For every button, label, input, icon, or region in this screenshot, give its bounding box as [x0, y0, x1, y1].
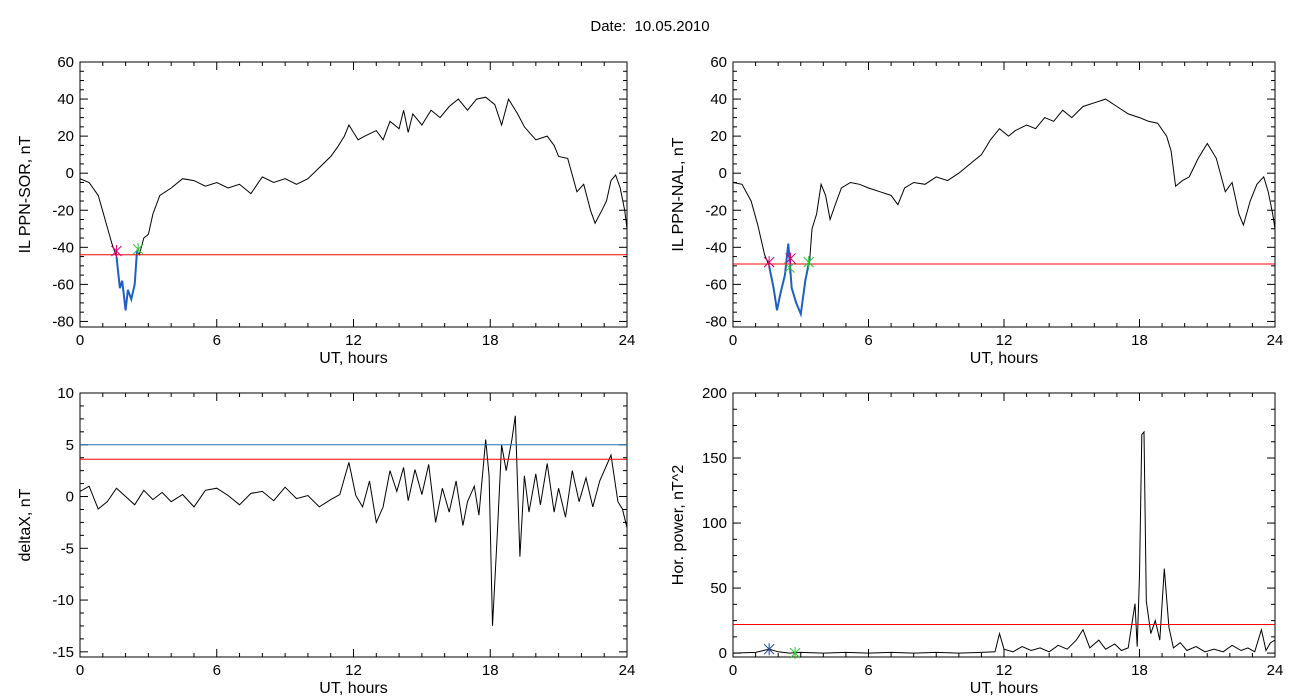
y-tick-label: -10	[52, 592, 74, 609]
y-tick-label: 10	[57, 385, 74, 402]
series-line	[80, 96, 627, 311]
x-tick-label: 18	[482, 332, 499, 349]
x-tick-label: 6	[864, 332, 872, 349]
y-tick-label: 5	[66, 437, 74, 454]
x-tick-label: 0	[76, 332, 84, 349]
plot-frame	[732, 61, 1276, 328]
y-tick-label: 0	[66, 489, 74, 506]
y-tick-label: 40	[710, 91, 727, 108]
x-axis-label: UT, hours	[319, 680, 387, 697]
event-marker	[763, 643, 775, 656]
y-tick-label: 200	[702, 385, 727, 402]
y-tick-label: 60	[710, 54, 727, 71]
y-tick-label: 0	[66, 165, 74, 182]
panel-ppn-sor: 0 6 12 18 24 -80 -60 -40 -20 0 20 40 60 UT, hours IL P…	[17, 54, 635, 367]
y-tick-label: -20	[52, 202, 74, 219]
plot-area	[80, 96, 627, 311]
x-tick-label: 18	[1131, 662, 1148, 679]
x-tick-label: 6	[213, 662, 221, 679]
x-tick-label: 12	[996, 332, 1013, 349]
x-tick-label: 0	[76, 662, 84, 679]
x-tick-label: 24	[619, 332, 636, 349]
x-tick-label: 12	[345, 332, 362, 349]
y-tick-label: 0	[719, 165, 727, 182]
y-tick-label: -15	[52, 644, 74, 661]
panel-ppn-nal: 0 6 12 18 24 -80 -60 -40 -20 0 20 40 60 UT, hours IL P…	[670, 54, 1283, 367]
y-tick-label: -80	[52, 313, 74, 330]
event-marker	[784, 261, 795, 274]
x-tick-label: 18	[1131, 332, 1148, 349]
y-tick-label: -80	[705, 313, 727, 330]
y-tick-label: 60	[57, 54, 74, 71]
x-tick-label: 6	[213, 332, 221, 349]
y-tick-label: -40	[52, 239, 74, 256]
x-tick-label: 0	[729, 332, 737, 349]
x-tick-label: 18	[482, 662, 499, 679]
series-line	[733, 430, 1275, 654]
y-tick-label: -40	[705, 239, 727, 256]
series-line	[733, 98, 1275, 316]
y-axis-label: deltaX, nT	[17, 488, 34, 561]
plot-area	[80, 415, 627, 626]
x-axis-label: UT, hours	[319, 350, 387, 367]
y-tick-label: -5	[61, 540, 74, 557]
y-tick-label: 50	[710, 580, 727, 597]
event-marker	[111, 245, 122, 258]
y-tick-label: 150	[702, 450, 727, 467]
y-axis-label: IL PPN-NAL, nT	[670, 137, 687, 251]
event-marker	[763, 256, 775, 269]
x-axis-label: UT, hours	[970, 680, 1038, 697]
y-axis-label: Hor. power, nT^2	[670, 465, 687, 586]
x-axis-label: UT, hours	[970, 350, 1038, 367]
y-tick-label: 40	[57, 91, 74, 108]
event-marker	[132, 243, 144, 256]
x-tick-label: 24	[619, 662, 636, 679]
y-tick-label: 100	[702, 515, 727, 532]
y-tick-label: -60	[52, 276, 74, 293]
substorm-segment	[115, 250, 138, 311]
y-tick-label: -20	[705, 202, 727, 219]
x-tick-label: 0	[729, 662, 737, 679]
panel-hor-power: 0 6 12 18 24 0 50 100 150 200 UT, hours Hor. power,…	[670, 385, 1283, 697]
plot-frame	[79, 392, 628, 658]
page-title: Date: 10.05.2010	[590, 18, 710, 35]
plot-frame	[732, 392, 1276, 658]
plot-area	[733, 430, 1275, 654]
event-marker	[789, 647, 801, 660]
plot-area	[733, 98, 1275, 318]
x-tick-label: 12	[345, 662, 362, 679]
x-tick-label: 6	[864, 662, 872, 679]
y-tick-label: -60	[705, 276, 727, 293]
x-tick-label: 24	[1267, 332, 1284, 349]
y-tick-label: 20	[57, 128, 74, 145]
event-marker	[785, 252, 796, 265]
series-line	[80, 415, 627, 626]
y-axis-label: IL PPN-SOR, nT	[17, 135, 34, 253]
x-tick-label: 24	[1267, 662, 1284, 679]
y-tick-label: 0	[719, 645, 727, 662]
event-marker	[803, 256, 815, 269]
substorm-segment	[768, 243, 811, 318]
y-tick-label: 20	[710, 128, 727, 145]
x-tick-label: 12	[996, 662, 1013, 679]
panel-deltax: 0 6 12 18 24 -15 -10 -5 0 5 10 UT, hours deltaX, nT	[17, 385, 635, 697]
